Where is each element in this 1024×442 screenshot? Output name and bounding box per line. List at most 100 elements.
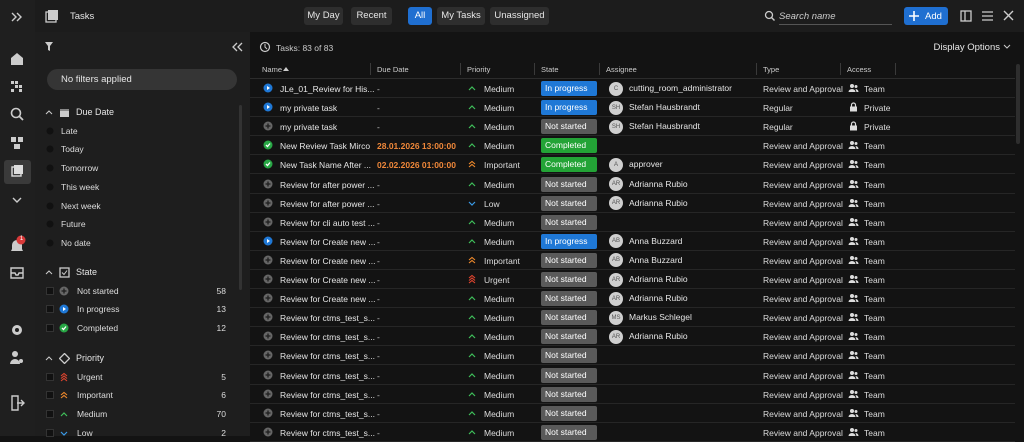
task-name: Review for ctms_test_s... [280, 351, 375, 362]
state-icon [263, 350, 273, 360]
filter-item[interactable]: Today [61, 144, 84, 155]
icon-shape [850, 275, 854, 279]
column-separator [756, 63, 757, 75]
filter-button[interactable]: All [408, 7, 432, 25]
task-row[interactable] [250, 385, 1015, 404]
task-row[interactable] [250, 327, 1015, 347]
icon-shape [61, 326, 67, 331]
access-label: Team [864, 236, 885, 247]
filter-item[interactable]: This week [61, 181, 100, 192]
column-header[interactable]: Name [262, 65, 283, 74]
task-row[interactable] [250, 213, 1015, 232]
icon-shape [850, 332, 854, 337]
state-pill: Not started [541, 291, 597, 307]
icon-shape [19, 89, 22, 92]
task-row[interactable] [250, 270, 1015, 289]
task-name: Review for ctms_test_s... [280, 313, 375, 324]
priority-label: Medium [484, 141, 515, 152]
task-row[interactable] [250, 346, 1015, 366]
task-row[interactable] [250, 98, 1015, 118]
avatar: SH [609, 119, 623, 134]
state-pill: Completed [541, 138, 597, 154]
filter-item[interactable]: Late [61, 125, 78, 136]
icon-shape [854, 199, 858, 203]
assignee: Stefan Hausbrandt [629, 121, 700, 132]
filter-button[interactable]: My Tasks [437, 7, 485, 25]
avatar: AB [609, 253, 623, 268]
icon-shape [855, 337, 859, 341]
column-separator [599, 63, 600, 75]
state-icon [263, 179, 273, 188]
task-row[interactable] [250, 232, 1015, 251]
display-options[interactable]: Display Options [933, 42, 1000, 53]
task-row[interactable] [250, 404, 1015, 423]
task-row[interactable] [250, 117, 1015, 137]
task-type: Review and Approval [763, 351, 843, 362]
task-row[interactable] [250, 251, 1015, 270]
filter-item[interactable]: Completed [77, 323, 119, 334]
filter-item[interactable]: Future [61, 219, 86, 230]
icon-shape [10, 267, 24, 279]
task-row[interactable] [250, 79, 1015, 98]
icon-shape [855, 165, 859, 169]
view-button[interactable]: Recent [351, 7, 392, 25]
filter-item[interactable]: Important [77, 390, 113, 401]
column-header[interactable]: Priority [467, 65, 491, 74]
access-label: Team [864, 351, 885, 362]
icon-shape [850, 179, 854, 184]
icon-shape [848, 260, 856, 264]
assignee: approver [629, 159, 663, 170]
task-row[interactable] [250, 289, 1015, 309]
avatar: AR [609, 329, 623, 344]
access-icon [848, 275, 859, 283]
filter-button[interactable]: Unassigned [490, 7, 549, 25]
task-row[interactable] [250, 194, 1015, 213]
icon-shape [855, 394, 859, 398]
icon-shape [855, 318, 859, 322]
icon-shape [764, 10, 774, 20]
icon-shape [850, 427, 854, 432]
search-input[interactable]: Search name [779, 11, 892, 25]
icon-shape [61, 270, 68, 276]
priority-label: Important [484, 255, 520, 266]
task-row[interactable] [250, 155, 1015, 175]
column-header[interactable]: Assignee [606, 65, 637, 74]
state-pill: Not started [541, 272, 597, 287]
task-type: Review and Approval [763, 332, 843, 343]
icon-shape [265, 352, 271, 358]
filter-item[interactable]: Tomorrow [61, 163, 99, 174]
filter-item[interactable]: Not started [77, 285, 119, 296]
task-row[interactable] [250, 308, 1015, 328]
filter-item[interactable]: In progress [77, 304, 120, 315]
state-icon [263, 331, 273, 341]
column-header[interactable]: Due Date [377, 65, 409, 74]
priority-icon [468, 429, 476, 435]
task-row[interactable] [250, 136, 1015, 156]
icon-shape [850, 313, 854, 318]
filter-item[interactable]: No date [61, 237, 91, 248]
add-button[interactable] [904, 7, 948, 25]
column-header[interactable]: Type [763, 65, 780, 74]
icon-shape [848, 203, 856, 207]
task-name: Review for Create new ... [280, 236, 376, 247]
filter-item[interactable]: Urgent [77, 371, 103, 382]
icon-shape [855, 260, 859, 264]
due-date: - [377, 370, 380, 381]
filter-count: 5 [221, 371, 226, 382]
view-button[interactable]: My Day [304, 7, 343, 25]
add-label: Add [925, 11, 942, 22]
task-row[interactable] [250, 366, 1015, 385]
filter-item[interactable]: Next week [61, 200, 101, 211]
task-type: Review and Approval [763, 179, 843, 190]
icon-shape [848, 89, 856, 92]
filter-item[interactable]: Low [77, 427, 93, 438]
task-row[interactable] [250, 175, 1015, 194]
filter-item[interactable]: Medium [77, 409, 108, 420]
filter-summary[interactable]: No filters applied [47, 69, 237, 90]
priority-icon [468, 86, 476, 91]
group-chevron [45, 270, 53, 275]
task-name: Review for after power ... [280, 198, 375, 209]
icon-shape [848, 394, 856, 398]
column-header[interactable]: State [541, 65, 559, 74]
column-header[interactable]: Access [847, 65, 872, 74]
